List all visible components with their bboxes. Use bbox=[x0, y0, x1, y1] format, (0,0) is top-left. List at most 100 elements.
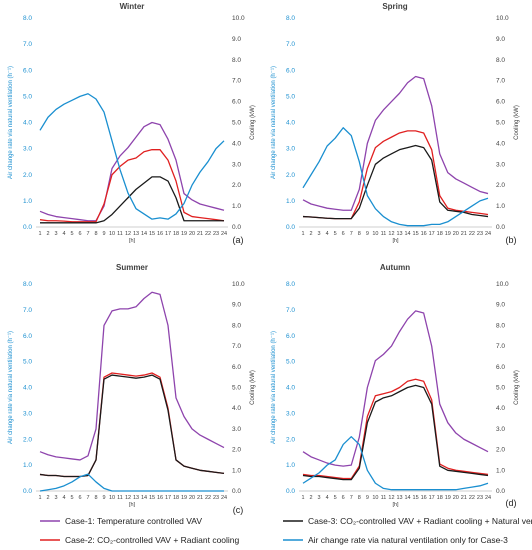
y-tick-left: 3.0 bbox=[23, 410, 32, 417]
x-tick-label: 17 bbox=[429, 495, 435, 501]
y-tick-left: 0.0 bbox=[23, 488, 32, 495]
y-tick-left: 6.0 bbox=[23, 67, 32, 74]
x-tick-label: 15 bbox=[413, 231, 419, 237]
x-tick-label: 1 bbox=[38, 495, 41, 501]
series-line-3 bbox=[302, 384, 489, 481]
x-tick-label: 8 bbox=[94, 231, 97, 237]
y-tick-right: 0.0 bbox=[496, 224, 505, 231]
x-tick-label: 17 bbox=[429, 231, 435, 237]
x-tick-label: 23 bbox=[213, 231, 219, 237]
x-tick-label: 21 bbox=[197, 495, 203, 501]
y-tick-left: 0.0 bbox=[286, 488, 295, 495]
x-tick-label: 24 bbox=[221, 231, 227, 237]
x-tick-label: 24 bbox=[485, 231, 491, 237]
y-axis-label-right: Cooling (kW) bbox=[514, 370, 520, 405]
y-tick-right: 10.0 bbox=[232, 281, 245, 288]
chart-panel-autumn: Autumn 0.0 1.0 2.0 3.0 4.0 5.0 6.0 7.0 8.0 0.0 1.0 2… bbox=[271, 263, 520, 508]
x-tick-label: 19 bbox=[181, 231, 187, 237]
x-tick-label: 12 bbox=[388, 495, 394, 501]
x-tick-label: 23 bbox=[477, 231, 483, 237]
x-tick-label: 16 bbox=[421, 231, 427, 237]
y-tick-left: 2.0 bbox=[286, 436, 295, 443]
y-tick-right: 7.0 bbox=[232, 78, 241, 85]
y-tick-left: 7.0 bbox=[286, 307, 295, 314]
x-tick-label: 19 bbox=[445, 231, 451, 237]
y-tick-right: 4.0 bbox=[232, 405, 241, 412]
x-tick-label: 9 bbox=[366, 231, 369, 237]
x-tick-label: 7 bbox=[350, 495, 353, 501]
x-tick-label: 21 bbox=[461, 231, 467, 237]
y-axis-label-left: Air change rate via natural ventilation … bbox=[8, 66, 14, 179]
series-line-2 bbox=[39, 149, 225, 223]
y-tick-right: 0.0 bbox=[232, 488, 241, 495]
y-tick-left: 5.0 bbox=[286, 359, 295, 366]
y-tick-left: 0.0 bbox=[23, 224, 32, 231]
series-line-1 bbox=[39, 121, 225, 222]
y-tick-left: 8.0 bbox=[23, 281, 32, 288]
x-tick-label: 18 bbox=[437, 495, 443, 501]
y-tick-left: 3.0 bbox=[286, 410, 295, 417]
x-tick-label: 8 bbox=[358, 231, 361, 237]
y-tick-right: 10.0 bbox=[232, 15, 245, 22]
y-tick-right: 9.0 bbox=[496, 302, 505, 309]
y-tick-left: 3.0 bbox=[286, 146, 295, 153]
x-tick-label: 13 bbox=[396, 495, 402, 501]
y-tick-left: 7.0 bbox=[23, 41, 32, 48]
series-line-3 bbox=[302, 144, 489, 220]
y-axis-label-left: Air change rate via natural ventilation … bbox=[271, 331, 277, 444]
y-tick-right: 4.0 bbox=[496, 405, 505, 412]
x-tick-label: 4 bbox=[62, 231, 65, 237]
y-tick-left: 4.0 bbox=[286, 385, 295, 392]
x-tick-label: 9 bbox=[102, 231, 105, 237]
y-tick-left: 5.0 bbox=[286, 93, 295, 100]
x-tick-label: 20 bbox=[453, 231, 459, 237]
panel-letter: (b) bbox=[506, 235, 517, 245]
x-tick-label: 10 bbox=[109, 231, 115, 237]
chart-title: Autumn bbox=[380, 263, 410, 272]
x-tick-label: 4 bbox=[326, 495, 329, 501]
chart-panels: Winter 0.0 1.0 2.0 3.0 4.0 5.0 6.0 7.0 8.0 0.0 1.0 2… bbox=[8, 2, 520, 515]
y-tick-left: 2.0 bbox=[23, 172, 32, 179]
x-tick-label: 7 bbox=[350, 231, 353, 237]
x-tick-label: 16 bbox=[157, 231, 163, 237]
x-tick-label: 2 bbox=[46, 231, 49, 237]
x-tick-label: 14 bbox=[405, 495, 411, 501]
series-line-3 bbox=[40, 176, 224, 224]
x-tick-label: 11 bbox=[381, 495, 387, 501]
x-axis-label: [h] bbox=[129, 238, 136, 244]
x-tick-label: 11 bbox=[117, 495, 123, 501]
x-tick-label: 3 bbox=[318, 495, 321, 501]
chart-panel-summer: Summer 0.0 1.0 2.0 3.0 4.0 5.0 6.0 7.0 8.0 0.0 1.0 2… bbox=[8, 263, 256, 515]
y-tick-left: 1.0 bbox=[23, 198, 32, 205]
x-tick-label: 10 bbox=[372, 495, 378, 501]
x-tick-label: 1 bbox=[301, 495, 304, 501]
x-axis-label: [h] bbox=[129, 502, 136, 508]
chart-title: Winter bbox=[120, 2, 145, 11]
series-line-2 bbox=[302, 378, 489, 480]
x-tick-label: 19 bbox=[181, 495, 187, 501]
x-tick-label: 15 bbox=[149, 495, 155, 501]
x-tick-label: 19 bbox=[445, 495, 451, 501]
legend-label: Case-2: CO₂-controlled VAV + Radiant coo… bbox=[65, 535, 240, 545]
x-tick-label: 14 bbox=[141, 495, 147, 501]
x-tick-label: 20 bbox=[189, 231, 195, 237]
x-tick-label: 3 bbox=[54, 495, 57, 501]
y-tick-right: 1.0 bbox=[232, 467, 241, 474]
series-line-1 bbox=[39, 291, 225, 461]
y-tick-right: 6.0 bbox=[232, 364, 241, 371]
y-tick-left: 5.0 bbox=[23, 359, 32, 366]
y-tick-right: 9.0 bbox=[232, 36, 241, 43]
y-tick-right: 0.0 bbox=[496, 488, 505, 495]
x-tick-label: 8 bbox=[358, 495, 361, 501]
y-tick-right: 8.0 bbox=[496, 322, 505, 329]
y-tick-left: 3.0 bbox=[23, 146, 32, 153]
legend-label: Case-1: Temperature controlled VAV bbox=[65, 516, 202, 526]
x-tick-label: 8 bbox=[94, 495, 97, 501]
series-line-3 bbox=[39, 374, 225, 478]
x-tick-label: 14 bbox=[141, 231, 147, 237]
x-tick-label: 18 bbox=[437, 231, 443, 237]
x-tick-label: 1 bbox=[38, 231, 41, 237]
x-tick-label: 11 bbox=[117, 231, 123, 237]
x-tick-label: 9 bbox=[366, 495, 369, 501]
y-tick-right: 3.0 bbox=[232, 161, 241, 168]
